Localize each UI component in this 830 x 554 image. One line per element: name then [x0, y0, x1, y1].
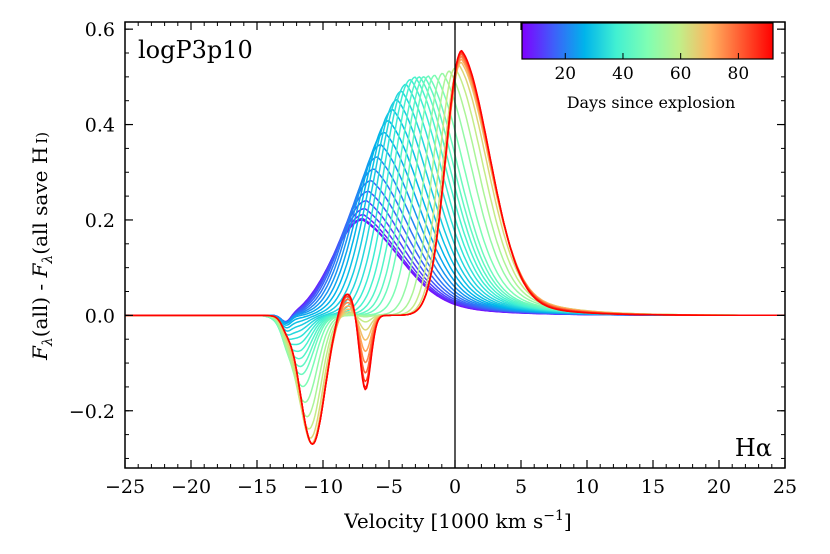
x-tick-label: 25	[773, 476, 797, 498]
x-tick-label: 0	[449, 476, 461, 498]
colorbar-tick-label: 60	[670, 64, 692, 84]
colorbar-tick-label: 40	[612, 64, 634, 84]
colorbar-gradient	[521, 22, 774, 60]
x-tick-label: −25	[105, 476, 145, 498]
line-label: Hα	[735, 434, 772, 462]
x-tick-label: 15	[641, 476, 665, 498]
y-tick-label: 0.4	[85, 115, 115, 137]
x-axis-label: Velocity [1000 km s−1]	[343, 508, 571, 533]
x-tick-label: 20	[707, 476, 731, 498]
y-axis-label: Fλ(all) - Fλ(all save HI)	[28, 132, 56, 361]
colorbar-tick-label: 20	[554, 64, 576, 84]
x-tick-label: −15	[237, 476, 277, 498]
y-tick-label: 0.0	[85, 305, 115, 327]
colorbar-ticks: 20 40 60 80	[554, 53, 749, 84]
colorbar-tick-label: 80	[728, 64, 750, 84]
y-tick-label: −0.2	[69, 401, 115, 423]
x-tick-label: −5	[375, 476, 403, 498]
colorbar-label: Days since explosion	[567, 93, 736, 112]
colorbar: 20 40 60 80 Days since explosion	[521, 22, 774, 112]
panel-label: logP3p10	[138, 36, 253, 64]
x-tick-label: −10	[303, 476, 343, 498]
y-tick-label: 0.2	[85, 210, 115, 232]
y-tick-label: 0.6	[85, 19, 115, 41]
x-tick-label: 10	[575, 476, 599, 498]
plot-frame	[124, 21, 786, 469]
x-tick-label: −20	[171, 476, 211, 498]
x-tick-label: 5	[515, 476, 527, 498]
